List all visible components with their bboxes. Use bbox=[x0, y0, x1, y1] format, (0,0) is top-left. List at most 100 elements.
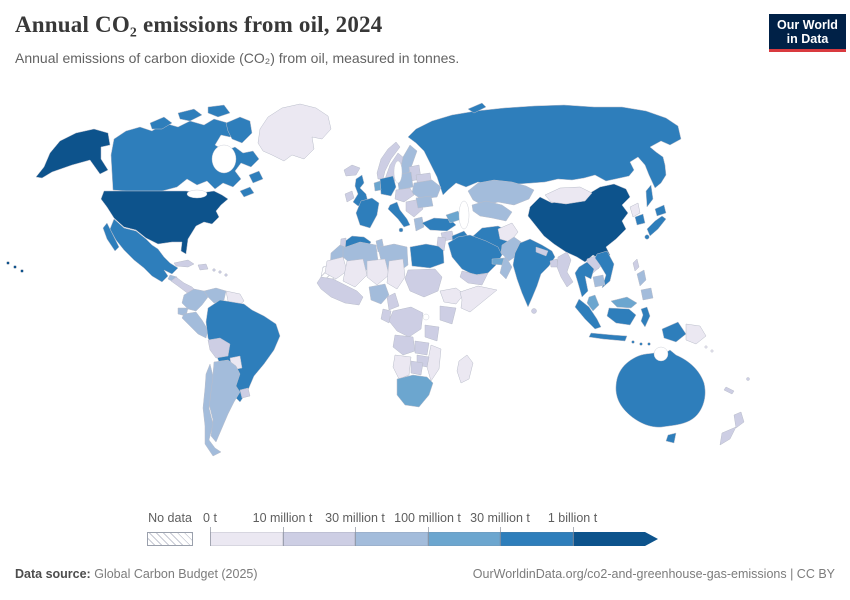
country-caribbean-2[interactable] bbox=[218, 270, 222, 274]
country-vietnam[interactable] bbox=[594, 250, 615, 289]
country-peru[interactable] bbox=[181, 311, 209, 339]
country-taiwan[interactable] bbox=[632, 258, 640, 272]
country-argentina[interactable] bbox=[208, 359, 241, 443]
country-mexico[interactable] bbox=[109, 218, 179, 283]
country-solomon-1[interactable] bbox=[704, 345, 708, 349]
country-angola[interactable] bbox=[392, 334, 416, 356]
country-botswana[interactable] bbox=[410, 360, 424, 376]
country-venezuela[interactable] bbox=[203, 287, 227, 304]
country-sri-lanka[interactable] bbox=[531, 308, 537, 314]
country-yemen[interactable] bbox=[459, 270, 489, 286]
country-gabon-congo[interactable] bbox=[380, 308, 392, 324]
country-caribbean-3[interactable] bbox=[224, 273, 228, 277]
country-ireland[interactable] bbox=[344, 190, 355, 203]
country-germany[interactable] bbox=[379, 175, 397, 197]
country-france[interactable] bbox=[355, 197, 380, 229]
country-namibia[interactable] bbox=[392, 354, 412, 380]
country-indonesia-sunda2[interactable] bbox=[639, 342, 643, 346]
country-cambodia[interactable] bbox=[592, 274, 606, 288]
country-malaysia-peninsular[interactable] bbox=[586, 294, 600, 312]
country-jordan-israel[interactable] bbox=[436, 236, 447, 252]
country-russia-sakhalin[interactable] bbox=[645, 184, 654, 208]
country-somalia[interactable] bbox=[459, 285, 498, 313]
country-italy[interactable] bbox=[387, 201, 411, 228]
country-hawaii-3[interactable] bbox=[20, 269, 24, 273]
country-niger[interactable] bbox=[366, 258, 390, 286]
country-egypt[interactable] bbox=[409, 243, 445, 269]
country-sudan[interactable] bbox=[404, 268, 443, 298]
country-uruguay[interactable] bbox=[239, 387, 251, 399]
country-nepal[interactable] bbox=[535, 246, 549, 257]
legend-bin-4[interactable] bbox=[427, 532, 500, 546]
country-iceland[interactable] bbox=[343, 164, 361, 177]
country-canada-island1[interactable] bbox=[149, 116, 173, 130]
country-romania[interactable] bbox=[415, 195, 434, 209]
country-japan-kyushu[interactable] bbox=[644, 234, 650, 240]
legend-bin-2[interactable] bbox=[282, 532, 355, 546]
country-zambia[interactable] bbox=[414, 340, 430, 356]
country-cuba[interactable] bbox=[173, 259, 195, 268]
country-chile[interactable] bbox=[202, 363, 222, 457]
country-indonesia-papua[interactable] bbox=[661, 321, 687, 343]
country-canada-island2[interactable] bbox=[177, 108, 203, 122]
country-chad[interactable] bbox=[386, 258, 406, 290]
country-madagascar[interactable] bbox=[456, 354, 474, 384]
country-indonesia-kalimantan[interactable] bbox=[606, 307, 637, 326]
country-nigeria[interactable] bbox=[368, 283, 390, 305]
footer-rights[interactable]: OurWorldinData.org/co2-and-greenhouse-ga… bbox=[472, 567, 835, 581]
country-kazakhstan[interactable] bbox=[467, 179, 535, 207]
legend-bin-1[interactable] bbox=[210, 532, 283, 546]
country-mauritania[interactable] bbox=[324, 256, 348, 280]
legend-no-data-swatch[interactable] bbox=[147, 532, 193, 546]
country-indonesia-sunda1[interactable] bbox=[631, 340, 635, 344]
country-papua-new-guinea[interactable] bbox=[685, 323, 707, 345]
country-russia-novaya-zemlya[interactable] bbox=[467, 102, 487, 114]
country-north-korea[interactable] bbox=[629, 202, 641, 218]
country-indonesia-sunda3[interactable] bbox=[647, 342, 651, 346]
country-australia-tasmania[interactable] bbox=[665, 432, 677, 444]
country-indonesia-sumatra[interactable] bbox=[574, 298, 602, 330]
country-west-africa[interactable] bbox=[316, 276, 364, 306]
country-russia[interactable] bbox=[407, 104, 682, 196]
country-canada-island3[interactable] bbox=[207, 104, 231, 118]
country-italy-sicily[interactable] bbox=[398, 227, 404, 233]
country-hawaii-2[interactable] bbox=[13, 265, 17, 269]
country-cameroon[interactable] bbox=[386, 292, 400, 311]
country-solomon-2[interactable] bbox=[710, 349, 714, 353]
country-hawaii-1[interactable] bbox=[6, 261, 10, 265]
owid-logo[interactable]: Our World in Data bbox=[769, 14, 846, 52]
country-indonesia-java[interactable] bbox=[588, 332, 628, 342]
country-caribbean-1[interactable] bbox=[212, 268, 216, 272]
country-benelux[interactable] bbox=[373, 180, 382, 192]
country-uae[interactable] bbox=[491, 257, 505, 266]
country-central-europe[interactable] bbox=[394, 187, 415, 203]
legend-bin-3[interactable] bbox=[355, 532, 428, 546]
country-turkey[interactable] bbox=[421, 217, 457, 232]
country-south-korea[interactable] bbox=[634, 213, 646, 226]
country-greenland[interactable] bbox=[257, 103, 332, 162]
country-new-caledonia[interactable] bbox=[723, 386, 735, 395]
country-ukraine[interactable] bbox=[411, 179, 442, 200]
legend-bin-6[interactable] bbox=[573, 532, 659, 546]
country-indonesia-sulawesi[interactable] bbox=[640, 306, 651, 328]
country-south-africa[interactable] bbox=[396, 374, 434, 408]
country-bolivia[interactable] bbox=[207, 337, 231, 359]
country-turkmenistan-uzbekistan[interactable] bbox=[471, 200, 513, 222]
country-fiji[interactable] bbox=[746, 377, 750, 381]
country-philippines-mindanao[interactable] bbox=[640, 287, 654, 301]
country-greece[interactable] bbox=[413, 216, 425, 232]
country-myanmar[interactable] bbox=[556, 251, 574, 288]
country-tanzania[interactable] bbox=[424, 324, 440, 342]
country-thailand[interactable] bbox=[574, 261, 595, 298]
country-india[interactable] bbox=[512, 238, 556, 308]
country-mongolia[interactable] bbox=[544, 186, 593, 205]
country-philippines-luzon[interactable] bbox=[636, 269, 647, 287]
country-ethiopia[interactable] bbox=[439, 287, 465, 305]
country-japan-honshu[interactable] bbox=[646, 215, 667, 237]
country-hispaniola[interactable] bbox=[197, 263, 209, 271]
country-united-states[interactable] bbox=[100, 190, 229, 255]
country-drc[interactable] bbox=[388, 306, 424, 338]
legend-bin-5[interactable] bbox=[500, 532, 573, 546]
country-kenya[interactable] bbox=[439, 305, 457, 325]
country-canada-baffin[interactable] bbox=[225, 116, 253, 144]
